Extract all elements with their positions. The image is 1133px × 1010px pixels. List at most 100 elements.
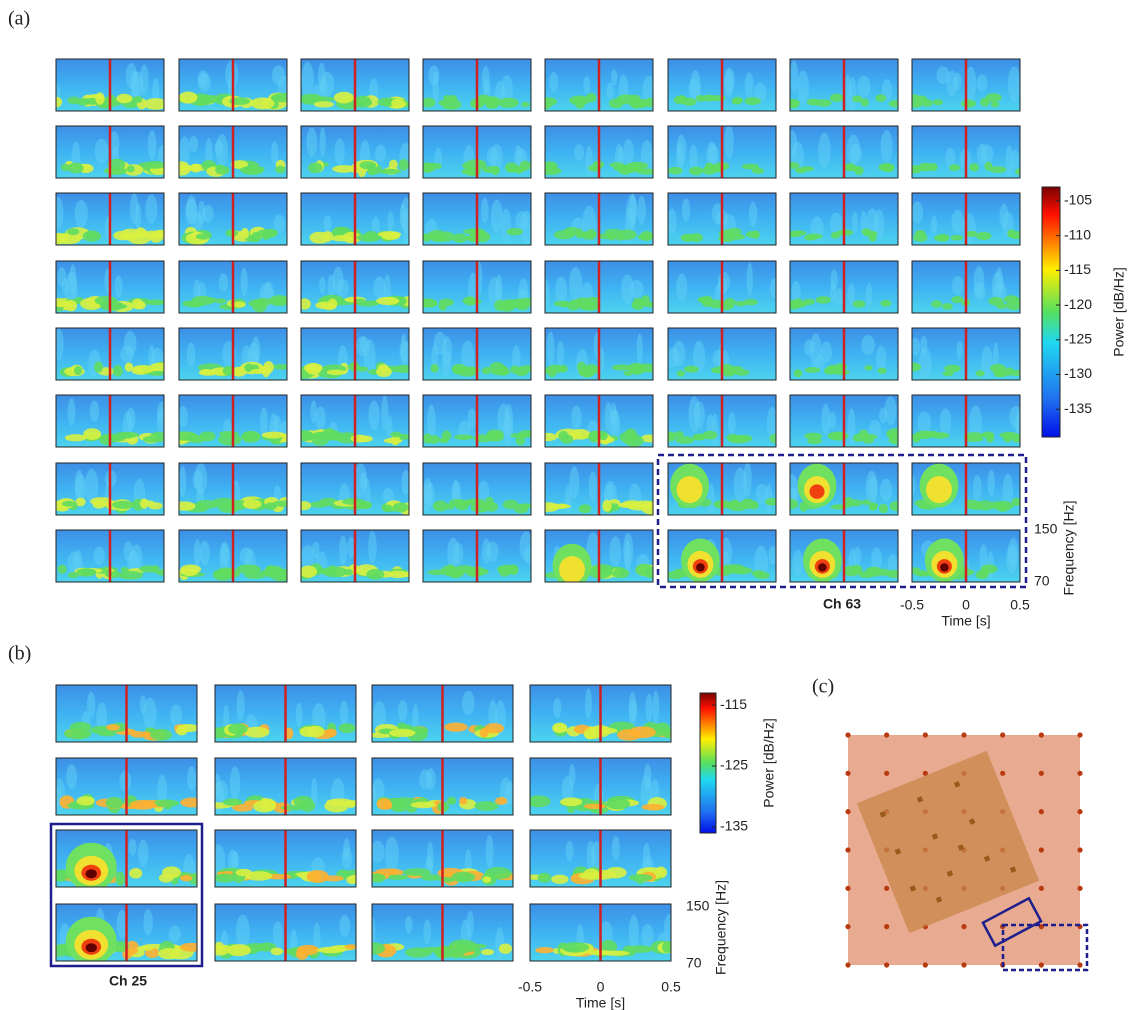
electrode: [1077, 771, 1082, 776]
streak: [977, 144, 988, 166]
time-title: Time [s]: [576, 995, 625, 1010]
colorbar-title: Power [dB/Hz]: [761, 718, 777, 807]
streak: [405, 916, 413, 934]
panel-label: (c): [812, 676, 834, 698]
spectrogram: [422, 59, 531, 111]
channel-label: Ch 63: [823, 596, 861, 612]
band: [620, 431, 638, 442]
hot-spot: [818, 563, 827, 571]
streak: [951, 210, 963, 234]
band: [176, 726, 187, 735]
streak: [260, 407, 268, 436]
spectrogram: [541, 328, 658, 380]
band: [497, 565, 517, 574]
electrode: [1039, 962, 1044, 967]
hot-spot: [559, 556, 585, 583]
band: [120, 433, 133, 439]
band: [300, 800, 315, 812]
band: [734, 369, 749, 376]
streak: [68, 398, 76, 426]
band: [271, 95, 281, 101]
spectrogram: [298, 261, 417, 313]
spectrogram: [294, 395, 413, 447]
spectrogram: [545, 193, 655, 245]
band: [300, 727, 318, 737]
band: [752, 168, 764, 174]
hot-spot: [940, 563, 949, 571]
band: [605, 867, 626, 878]
band: [181, 568, 198, 576]
spectrogram: [51, 758, 204, 815]
band: [602, 500, 611, 512]
streak: [566, 841, 574, 862]
band: [579, 872, 606, 880]
streak: [249, 343, 259, 365]
band: [575, 99, 585, 109]
streak: [682, 198, 690, 221]
band: [538, 97, 557, 106]
band: [115, 872, 125, 886]
streak: [790, 60, 798, 93]
streak: [373, 276, 385, 299]
band: [215, 164, 224, 170]
streak: [621, 274, 634, 304]
streak: [571, 406, 581, 430]
hot-spot: [677, 476, 703, 503]
colorbar-tick-label: -120: [1064, 296, 1092, 312]
streak: [977, 74, 988, 91]
electrode: [884, 732, 889, 737]
streak: [241, 268, 248, 297]
band: [474, 801, 498, 811]
electrode: [845, 924, 850, 929]
band: [546, 365, 563, 374]
band: [378, 169, 401, 174]
streak: [644, 764, 652, 791]
band: [308, 162, 322, 173]
colorbar-tick-label: -110: [1064, 226, 1091, 242]
streak: [129, 839, 137, 855]
band: [879, 504, 888, 513]
spectrogram: [50, 830, 205, 891]
streak: [195, 463, 207, 495]
band: [969, 163, 979, 171]
streak: [335, 138, 345, 164]
streak: [609, 536, 621, 566]
streak: [375, 144, 386, 161]
band: [95, 92, 104, 104]
streak: [199, 541, 209, 566]
streak: [652, 691, 659, 725]
spectrogram: [790, 530, 903, 582]
band: [693, 433, 708, 439]
spectrogram: [56, 685, 200, 742]
spectrogram: [416, 261, 536, 313]
band: [480, 728, 489, 738]
band: [721, 501, 742, 507]
streak: [888, 554, 897, 573]
colorbar-title: Power [dB/Hz]: [1111, 267, 1127, 356]
band: [120, 233, 139, 240]
colorbar: [700, 693, 716, 833]
band: [129, 868, 142, 878]
streak: [187, 766, 196, 791]
streak: [569, 764, 576, 787]
band: [989, 166, 1006, 173]
spectrogram: [908, 126, 1025, 178]
spectrogram: [172, 395, 295, 447]
colorbar-tick-label: -125: [720, 757, 748, 773]
spectrogram: [301, 193, 412, 245]
spectrogram: [48, 261, 165, 313]
band: [67, 228, 79, 235]
electrode: [961, 924, 966, 929]
band: [109, 304, 127, 309]
streak: [66, 764, 77, 789]
band: [246, 871, 272, 881]
streak: [93, 547, 105, 565]
band: [48, 298, 68, 307]
band: [559, 504, 567, 509]
band: [875, 94, 886, 102]
band: [213, 569, 233, 581]
band: [635, 564, 653, 576]
band: [76, 568, 96, 577]
band: [934, 234, 949, 241]
streak: [75, 474, 86, 501]
